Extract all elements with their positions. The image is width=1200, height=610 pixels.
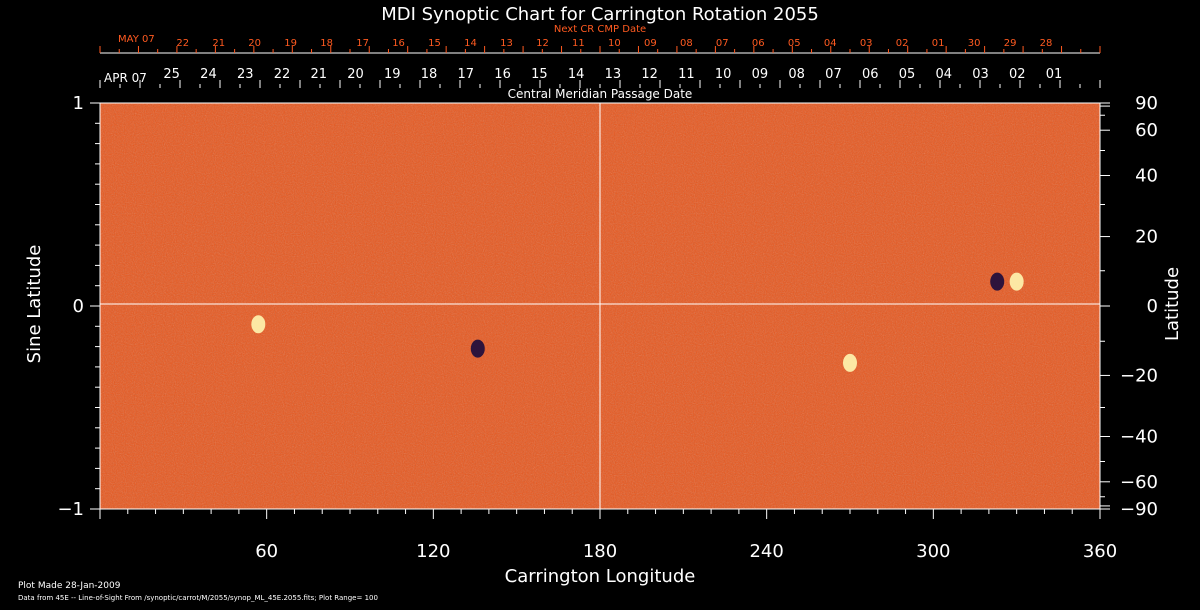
- cmp-date-label: 03: [972, 67, 989, 82]
- x-tick-label: 60: [255, 541, 278, 562]
- next-cmp-month-label: MAY 07: [118, 34, 155, 45]
- next-cmp-date-label: 04: [824, 38, 837, 49]
- x-tick-label: 300: [916, 541, 950, 562]
- cmp-date-label: 21: [310, 67, 327, 82]
- cmp-date-label: 18: [421, 67, 438, 82]
- next-cmp-date-label: 18: [320, 38, 333, 49]
- cmp-date-label: 22: [274, 67, 291, 82]
- y-tick-label: −1: [57, 499, 84, 520]
- cmp-date-label: 07: [825, 67, 842, 82]
- x-tick-label: 360: [1083, 541, 1117, 562]
- next-cmp-date-label: 02: [896, 38, 909, 49]
- next-cmp-date-label: 29: [1004, 38, 1017, 49]
- data-source-text: Data from 45E -- Line-of-Sight From /syn…: [18, 594, 378, 602]
- next-cmp-date-label: 21: [212, 38, 225, 49]
- next-cmp-date-label: 28: [1040, 38, 1053, 49]
- next-cmp-axis-title: Next CR CMP Date: [554, 24, 646, 35]
- cmp-date-label: 04: [935, 67, 952, 82]
- cmp-date-label: 19: [384, 67, 401, 82]
- latitude-axis: 90 60 40 20 0 −20 −40 −60 −90: [1100, 93, 1158, 520]
- active-region-positive: [843, 353, 857, 372]
- next-cmp-date-label: 14: [464, 38, 477, 49]
- x-axis-label: Carrington Longitude: [505, 566, 696, 587]
- active-region-negative: [470, 339, 485, 358]
- longitude-axis: 60 120 180 240 300 360: [99, 509, 1117, 562]
- cmp-date-label: 23: [237, 67, 254, 82]
- plot-made-text: Plot Made 28-Jan-2009: [18, 581, 121, 591]
- lat-tick-label: −20: [1120, 365, 1158, 386]
- magnetogram-field: [99, 102, 1101, 510]
- next-cmp-date-label: 11: [572, 38, 585, 49]
- cmp-date-label: 14: [568, 67, 585, 82]
- next-cmp-date-label: 01: [932, 38, 945, 49]
- x-tick-label: 120: [416, 541, 450, 562]
- x-tick-label: 240: [749, 541, 783, 562]
- next-cmp-date-label: 12: [536, 38, 549, 49]
- next-cmp-date-label: 08: [680, 38, 693, 49]
- lat-tick-label: 90: [1135, 93, 1158, 114]
- cmp-date-label: 17: [458, 67, 475, 82]
- cmp-axis: 25 24 23 22 21 20 19 18 17 16 15 14 13 12 11 10 09 08 07 06…: [99, 67, 1101, 88]
- cmp-axis-title: Central Meridian Passage Date: [508, 87, 693, 101]
- lat-tick-label: 40: [1135, 166, 1158, 187]
- left-axis-label: Sine Latitude: [24, 245, 45, 364]
- cmp-date-label: 24: [200, 67, 217, 82]
- next-cmp-date-label: 16: [392, 38, 405, 49]
- next-cmp-date-label: 09: [644, 38, 657, 49]
- lat-tick-label: −40: [1120, 426, 1158, 447]
- y-tick-label: 0: [73, 296, 84, 317]
- next-cmp-date-label: 06: [752, 38, 765, 49]
- lat-tick-label: −90: [1120, 499, 1158, 520]
- right-axis-label: Latitude: [1162, 267, 1183, 341]
- next-cmp-date-label: 17: [356, 38, 369, 49]
- lat-tick-label: 0: [1147, 296, 1158, 317]
- lat-tick-label: 20: [1135, 227, 1158, 248]
- cmp-date-label: 11: [678, 67, 695, 82]
- sine-latitude-axis: 1 0 −1: [57, 93, 100, 520]
- next-cmp-axis: 22 21 20 19 18 17 16 15 14 13 12 11 10 09 08 07 06 05 04 03…: [99, 38, 1101, 54]
- next-cmp-date-label: 19: [284, 38, 297, 49]
- next-cmp-date-label: 03: [860, 38, 873, 49]
- next-cmp-date-label: 15: [428, 38, 441, 49]
- cmp-date-label: 01: [1046, 67, 1063, 82]
- cmp-date-label: 02: [1009, 67, 1026, 82]
- cmp-date-label: 05: [899, 67, 916, 82]
- next-cmp-date-label: 30: [968, 38, 981, 49]
- next-cmp-date-label: 10: [608, 38, 621, 49]
- next-cmp-date-label: 13: [500, 38, 513, 49]
- cmp-date-label: 16: [494, 67, 511, 82]
- next-cmp-date-label: 07: [716, 38, 729, 49]
- x-tick-label: 180: [583, 541, 617, 562]
- cmp-date-label: 12: [641, 67, 658, 82]
- cmp-date-label: 20: [347, 67, 364, 82]
- active-region-negative: [990, 272, 1005, 291]
- y-tick-label: 1: [73, 93, 84, 114]
- cmp-date-label: 06: [862, 67, 879, 82]
- cmp-month-label: APR 07: [104, 71, 147, 85]
- lat-tick-label: −60: [1120, 472, 1158, 493]
- cmp-date-label: 09: [752, 67, 769, 82]
- active-region-positive: [251, 315, 266, 334]
- cmp-date-label: 15: [531, 67, 548, 82]
- next-cmp-date-label: 05: [788, 38, 801, 49]
- cmp-date-label: 13: [605, 67, 622, 82]
- active-region-positive: [1009, 272, 1024, 291]
- cmp-date-label: 08: [788, 67, 805, 82]
- cmp-date-label: 10: [715, 67, 732, 82]
- lat-tick-label: 60: [1135, 120, 1158, 141]
- next-cmp-date-label: 20: [248, 38, 261, 49]
- next-cmp-date-label: 22: [176, 38, 189, 49]
- cmp-date-label: 25: [163, 67, 180, 82]
- chart-title: MDI Synoptic Chart for Carrington Rotati…: [381, 4, 819, 25]
